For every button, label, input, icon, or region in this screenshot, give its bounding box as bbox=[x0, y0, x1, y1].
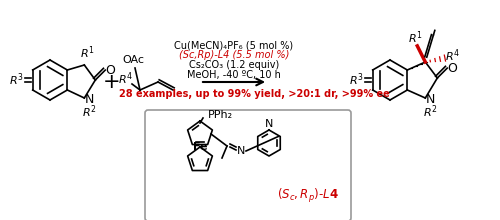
Text: (Sc,Rp)-L4 (5.5 mol %): (Sc,Rp)-L4 (5.5 mol %) bbox=[179, 50, 289, 60]
Text: Cu(MeCN)₄PF₆ (5 mol %): Cu(MeCN)₄PF₆ (5 mol %) bbox=[174, 40, 294, 50]
Text: 28 examples, up to 99% yield, >20:1 dr, >99% ee: 28 examples, up to 99% yield, >20:1 dr, … bbox=[118, 89, 390, 99]
Text: $R^4$: $R^4$ bbox=[446, 48, 460, 64]
Text: $R^4$: $R^4$ bbox=[118, 71, 134, 87]
Text: N: N bbox=[426, 92, 435, 106]
FancyBboxPatch shape bbox=[145, 110, 351, 220]
Text: $R^2$: $R^2$ bbox=[82, 104, 96, 120]
Text: N: N bbox=[84, 92, 94, 106]
Text: $R^1$: $R^1$ bbox=[408, 30, 422, 46]
Text: $R^3$: $R^3$ bbox=[348, 72, 364, 88]
Text: N: N bbox=[237, 146, 245, 156]
Text: N: N bbox=[265, 119, 273, 129]
Text: +: + bbox=[103, 72, 121, 92]
Text: MeOH, -40 ºC, 10 h: MeOH, -40 ºC, 10 h bbox=[187, 70, 281, 80]
Text: Fe: Fe bbox=[193, 142, 208, 152]
Text: $(S_c,R_p)$-L$\mathbf{4}$: $(S_c,R_p)$-L$\mathbf{4}$ bbox=[277, 187, 339, 205]
Text: $R^3$: $R^3$ bbox=[8, 72, 24, 88]
Text: O: O bbox=[106, 64, 115, 77]
Text: O: O bbox=[448, 62, 457, 75]
Text: Cs₂CO₃ (1.2 equiv): Cs₂CO₃ (1.2 equiv) bbox=[189, 60, 279, 70]
Text: OAc: OAc bbox=[122, 55, 144, 65]
Text: PPh₂: PPh₂ bbox=[208, 110, 233, 120]
Text: $R^2$: $R^2$ bbox=[423, 104, 438, 120]
Text: $R^1$: $R^1$ bbox=[80, 45, 94, 61]
